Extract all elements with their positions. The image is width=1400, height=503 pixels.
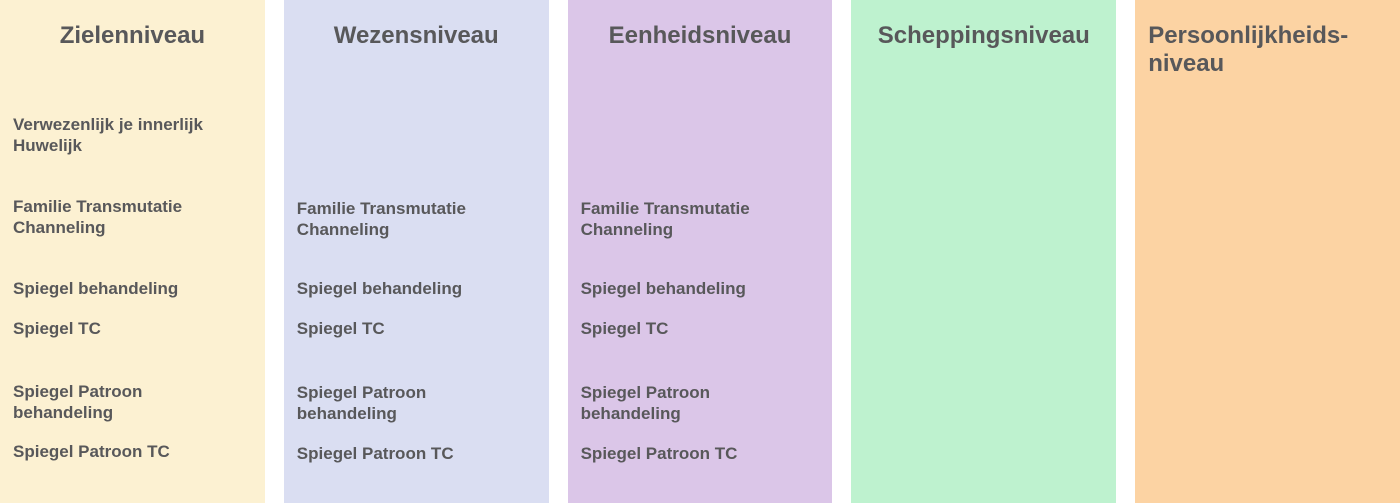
treatment-item: Spiegel behandeling — [580, 279, 746, 298]
treatment-item: Spiegel behandeling — [296, 279, 463, 298]
column-wezensniveau: Wezensniveau Familie Transmutatie Channe… — [283, 0, 549, 503]
treatment-item: Spiegel TC — [296, 319, 385, 338]
treatment-item: Familie Transmutatie Channeling — [296, 199, 466, 239]
treatment-item: Familie Transmutatie Channeling — [580, 199, 750, 239]
column-title: Persoonlijkheids- niveau — [1148, 22, 1349, 77]
treatment-item: Spiegel Patroon TC — [296, 444, 454, 463]
treatment-item: Verwezenlijk je innerlijk Huwelijk — [13, 115, 203, 155]
column-eenheidsniveau: Eenheidsniveau Familie Transmutatie Chan… — [567, 0, 833, 503]
column-title: Zielenniveau — [59, 22, 206, 49]
treatment-item: Spiegel Patroon behandeling — [13, 382, 143, 422]
column-persoonlijkheidsniveau: Persoonlijkheids- niveau — [1135, 0, 1400, 503]
column-title: Eenheidsniveau — [608, 22, 792, 49]
column-zielenniveau: Zielenniveau Verwezenlijk je innerlijk H… — [0, 0, 265, 503]
treatment-item: Spiegel TC — [13, 319, 101, 338]
treatment-item: Familie Transmutatie Channeling — [13, 197, 183, 237]
column-title: Wezensniveau — [333, 22, 499, 49]
treatment-item: Spiegel behandeling — [13, 279, 179, 298]
treatment-item: Spiegel Patroon behandeling — [580, 383, 711, 423]
treatment-item: Spiegel Patroon TC — [580, 444, 738, 463]
treatment-item: Spiegel Patroon behandeling — [296, 383, 427, 423]
column-scheppingsniveau: Scheppingsniveau — [851, 0, 1117, 503]
column-title: Scheppingsniveau — [877, 22, 1090, 49]
treatment-item: Spiegel Patroon TC — [13, 442, 170, 461]
treatment-item: Spiegel TC — [580, 319, 669, 338]
